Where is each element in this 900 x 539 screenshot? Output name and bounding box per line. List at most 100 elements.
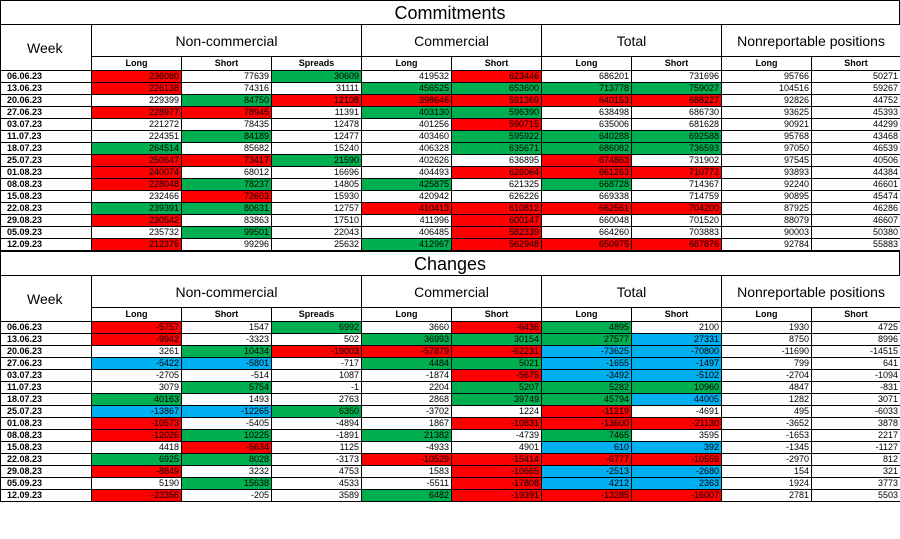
sub-header-short: Short (811, 56, 900, 71)
week-cell: 01.08.23 (0, 166, 92, 179)
value-cell: 5207 (451, 381, 542, 394)
sub-header-short: Short (811, 307, 900, 322)
value-cell: 495 (721, 405, 813, 418)
value-cell: 5754 (181, 381, 272, 394)
value-cell: 21382 (361, 429, 452, 442)
value-cell: 7465 (541, 429, 632, 442)
sub-header-long: Long (91, 307, 182, 322)
value-cell: 1125 (271, 441, 362, 454)
value-cell: -10831 (451, 417, 542, 430)
week-cell: 20.06.23 (0, 94, 92, 107)
value-cell: 714759 (630, 190, 723, 203)
value-cell: -3492 (541, 369, 632, 382)
value-cell: 502 (271, 333, 362, 346)
value-cell: 668728 (541, 178, 632, 191)
sub-header-short: Short (181, 307, 272, 322)
table-row: 20.06.23 3261 10434 -19003 -57879 -62231 -7362… (0, 345, 900, 358)
table-row: 25.07.23 -13867 -12265 6350 -3702 1224 -11219-… (0, 405, 900, 418)
sub-header-spreads: Spreads (271, 56, 362, 71)
week-cell: 13.06.23 (0, 333, 92, 346)
week-cell: 15.08.23 (0, 441, 92, 454)
table-row: 22.08.23 6925 8028 -3173 -10529 -15414 -6777 -1… (0, 453, 900, 466)
value-cell: 104516 (721, 82, 813, 95)
table-row: 01.08.23 -10573 -5405 -4894 1867 -10831 -13600… (0, 417, 900, 430)
value-cell: 228977 (91, 106, 182, 119)
value-cell: 8996 (811, 333, 900, 346)
table-row: 03.07.23 -2705 -514 1087 -1874 -5675 -3492 -510… (0, 369, 900, 382)
value-cell: -2513 (541, 465, 632, 478)
value-cell: -14515 (811, 345, 900, 358)
table-row: 29.08.23 -8849 3232 4753 1583 -10665 -2513 -268… (0, 465, 900, 478)
group-header-commercial: Commercial (361, 275, 542, 308)
value-cell: 10960 (630, 381, 723, 394)
value-cell: 236080 (91, 70, 182, 83)
value-cell: 2363 (630, 477, 723, 490)
value-cell: 17510 (271, 214, 362, 227)
value-cell: 1282 (721, 393, 813, 406)
value-cell: 154 (721, 465, 813, 478)
value-cell: -10559 (630, 453, 723, 466)
changes-section: Changes Week Non-commercial Commercial T… (0, 251, 900, 502)
value-cell: 68012 (181, 166, 272, 179)
value-cell: -2970 (721, 453, 813, 466)
commitments-body: 06.06.23 236080 77639 30609 419532 623446 6862… (0, 70, 900, 251)
value-cell: 650975 (541, 238, 632, 251)
sub-header-short: Short (630, 56, 723, 71)
value-cell: 50271 (811, 70, 900, 83)
value-cell: 224351 (91, 130, 182, 143)
value-cell: -1 (271, 381, 362, 394)
week-cell: 03.07.23 (0, 369, 92, 382)
value-cell: -12265 (181, 405, 272, 418)
value-cell: -4894 (271, 417, 362, 430)
value-cell: 59267 (811, 82, 900, 95)
value-cell: 5282 (541, 381, 632, 394)
commitments-table: Week Non-commercial Commercial Total Non… (0, 24, 900, 251)
value-cell: -1655 (541, 357, 632, 370)
changes-table: Week Non-commercial Commercial Total Non… (0, 275, 900, 502)
week-cell: 22.08.23 (0, 453, 92, 466)
table-row: 06.06.23 -5757 1547 6992 3660 -6436 4895 2100 19… (0, 321, 900, 334)
value-cell: 83863 (181, 214, 272, 227)
value-cell: 4725 (811, 321, 900, 334)
value-cell: 674863 (541, 154, 632, 167)
value-cell: 230542 (91, 214, 182, 227)
value-cell: -6777 (541, 453, 632, 466)
table-row: 12.09.23 -23356 -205 3589 6482 -19391 -13285 -1… (0, 489, 900, 502)
value-cell: 710772 (630, 166, 723, 179)
value-cell: 30154 (451, 333, 542, 346)
value-cell: 77639 (181, 70, 272, 83)
table-row: 01.08.23 240074 68012 16696 404493 626064 6612… (0, 166, 900, 179)
week-cell: 05.09.23 (0, 226, 92, 239)
value-cell: 692588 (630, 130, 723, 143)
value-cell: 392 (630, 441, 723, 454)
value-cell: 669338 (541, 190, 632, 203)
value-cell: 3773 (811, 477, 900, 490)
table-row: 08.08.23 -12026 10225 -1891 21382 -4739 7465 35… (0, 429, 900, 442)
value-cell: 25632 (271, 238, 362, 251)
value-cell: 40163 (91, 393, 182, 406)
group-header-total: Total (540, 275, 723, 308)
week-cell: 05.09.23 (0, 477, 92, 490)
value-cell: 22043 (271, 226, 362, 239)
value-cell: 661263 (541, 166, 632, 179)
value-cell: 90921 (721, 118, 813, 131)
value-cell: -205 (181, 489, 272, 502)
value-cell: 44299 (811, 118, 900, 131)
value-cell: 6350 (271, 405, 362, 418)
value-cell: 46601 (811, 178, 900, 191)
table-row: 06.06.23 236080 77639 30609 419532 623446 6862… (0, 70, 900, 83)
value-cell: 72603 (181, 190, 272, 203)
week-cell: 29.08.23 (0, 465, 92, 478)
value-cell: 46607 (811, 214, 900, 227)
value-cell: 16696 (271, 166, 362, 179)
sub-header-long: Long (361, 307, 452, 322)
value-cell: 582339 (451, 226, 542, 239)
value-cell: 736593 (630, 142, 723, 155)
value-cell: 1867 (361, 417, 452, 430)
table-row: 18.07.23 264514 85682 15240 406328 635671 6860… (0, 142, 900, 155)
value-cell: 4533 (271, 477, 362, 490)
value-cell: 12757 (271, 202, 362, 215)
value-cell: 8750 (721, 333, 813, 346)
value-cell: 420942 (361, 190, 452, 203)
value-cell: -5405 (181, 417, 272, 430)
